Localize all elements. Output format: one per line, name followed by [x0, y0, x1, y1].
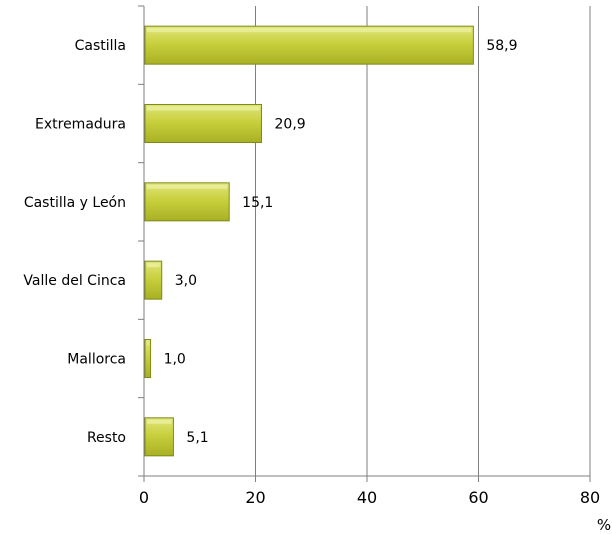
- x-tick-label: 40: [357, 488, 377, 507]
- axes: [138, 5, 591, 482]
- x-unit-label: %: [597, 516, 611, 534]
- value-label: 5,1: [186, 430, 208, 446]
- category-label: Valle del Cinca: [23, 273, 126, 289]
- x-tick-label: 20: [245, 488, 265, 507]
- bar-highlight: [147, 184, 228, 189]
- x-tick-label: 80: [580, 488, 600, 507]
- bar-5: [144, 417, 174, 457]
- bar-highlight: [147, 341, 149, 346]
- labels: 0 20 40 60 80 Castilla 58,9 Extremadura 20,9 Cast…: [23, 38, 611, 534]
- bar-highlight: [147, 28, 472, 33]
- bar-highlight: [147, 263, 160, 268]
- category-label: Resto: [87, 430, 126, 446]
- bar-highlight: [147, 106, 260, 111]
- bar-highlight: [147, 419, 172, 424]
- bar-2: [144, 182, 230, 222]
- x-tick-label: 60: [468, 488, 488, 507]
- bar-4: [144, 339, 152, 378]
- bar-1: [144, 104, 263, 143]
- category-label: Mallorca: [67, 352, 126, 368]
- x-tick-label: 0: [139, 488, 149, 507]
- bars: [144, 25, 474, 457]
- value-label: 58,9: [486, 38, 517, 54]
- bar-3: [144, 260, 163, 300]
- category-label: Castilla: [75, 38, 126, 54]
- value-label: 3,0: [175, 273, 197, 289]
- value-label: 15,1: [242, 195, 273, 211]
- value-label: 1,0: [164, 352, 186, 368]
- vertical-gridlines: [255, 6, 591, 476]
- category-label: Castilla y León: [24, 195, 126, 211]
- category-label: Extremadura: [35, 117, 126, 133]
- value-label: 20,9: [275, 117, 306, 133]
- bar-0: [144, 25, 474, 65]
